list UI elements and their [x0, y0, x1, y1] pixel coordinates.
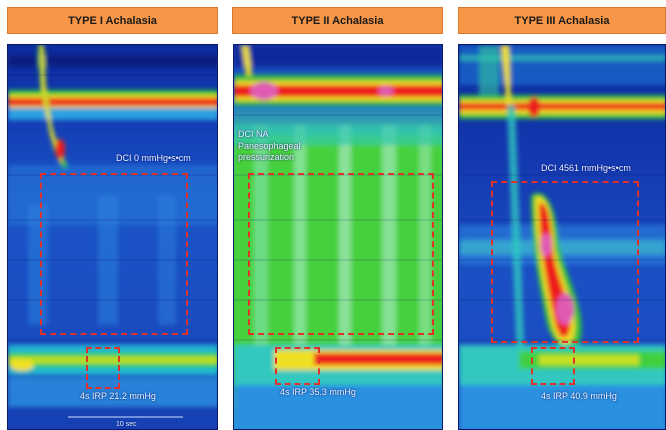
pressure-topography-type-1: DCI 0 mmHg•s•cm 4s IRP 21.2 mmHg 10 sec: [7, 44, 218, 430]
panel-title-type-1-text: TYPE I Achalasia: [68, 14, 157, 27]
dci-label-type-2: DCI NA: [238, 129, 269, 139]
dci-box-type-2: [248, 173, 434, 335]
pressurization-note: Panesophageal pressurization: [238, 141, 301, 162]
time-scale-label: 10 sec: [116, 421, 137, 428]
dci-box-type-3: [491, 181, 639, 343]
irp-box-type-2: [275, 347, 320, 385]
topography-image-type-3: [459, 45, 665, 429]
pressure-topography-type-2: DCI NA Panesophageal pressurization 4s I…: [233, 44, 443, 430]
irp-box-type-1: [86, 347, 120, 389]
topography-image-type-2: [234, 45, 442, 429]
topography-image-type-1: [8, 45, 217, 429]
dci-box-type-1: [40, 173, 188, 335]
panel-title-type-1: TYPE I Achalasia: [7, 7, 218, 34]
irp-label-type-1: 4s IRP 21.2 mmHg: [80, 391, 156, 401]
panel-title-type-2-text: TYPE II Achalasia: [291, 14, 384, 27]
panel-title-type-2: TYPE II Achalasia: [232, 7, 443, 34]
irp-label-type-2: 4s IRP 35.3 mmHg: [280, 387, 356, 397]
dci-label-type-1: DCI 0 mmHg•s•cm: [116, 153, 191, 163]
dci-label-type-3: DCI 4561 mmHg•s•cm: [541, 163, 631, 173]
panel-title-type-3: TYPE III Achalasia: [458, 7, 666, 34]
irp-label-type-3: 4s IRP 40.9 mmHg: [541, 391, 617, 401]
irp-box-type-3: [531, 347, 575, 385]
panel-title-type-3-text: TYPE III Achalasia: [514, 14, 610, 27]
pressure-topography-type-3: DCI 4561 mmHg•s•cm 4s IRP 40.9 mmHg: [458, 44, 666, 430]
